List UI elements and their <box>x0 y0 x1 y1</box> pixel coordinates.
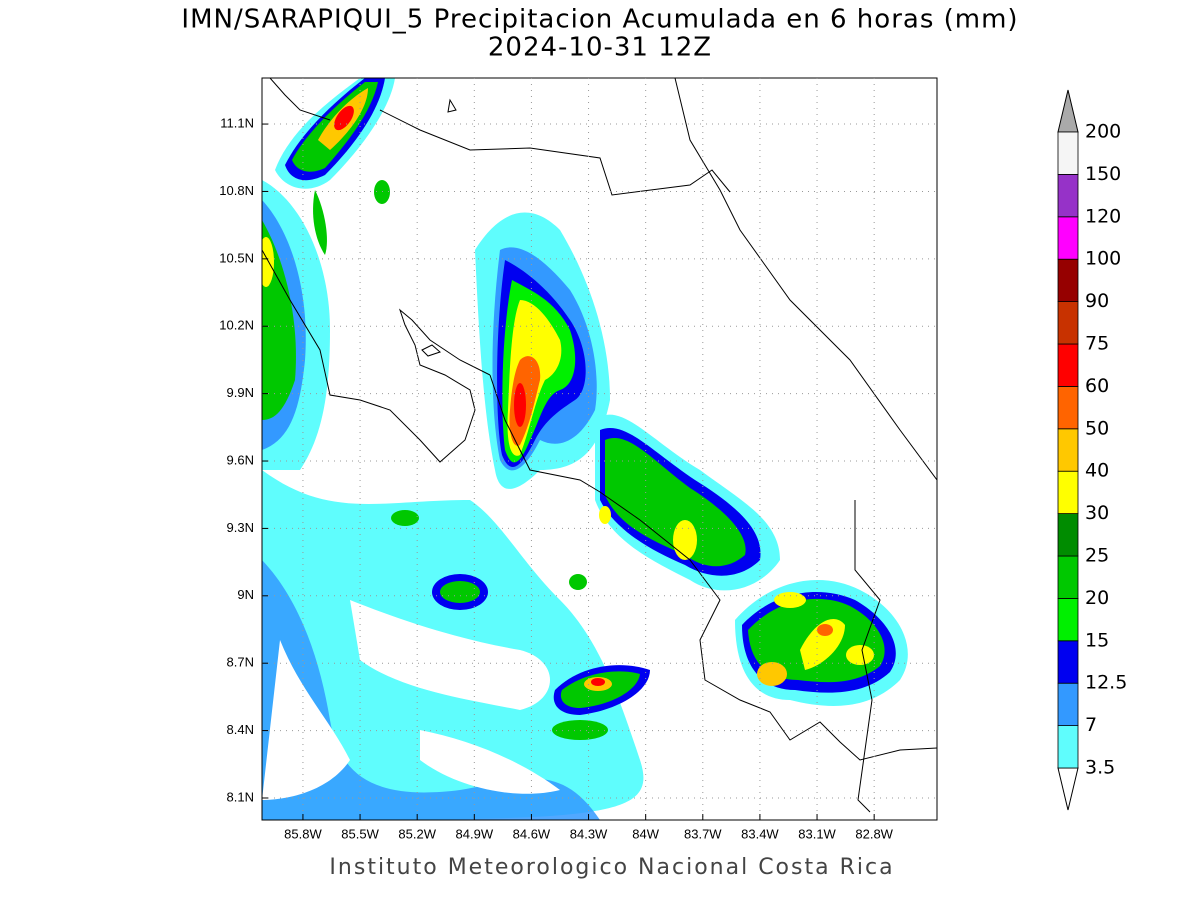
colorbar-label: 7 <box>1085 714 1097 736</box>
lon-tick-label: 83.7W <box>684 826 722 841</box>
colorbar-bin <box>1057 555 1079 599</box>
lon-tick-label: 83.4W <box>741 826 779 841</box>
colorbar-label: 75 <box>1085 333 1109 355</box>
lon-tick-label: 85.5W <box>341 826 379 841</box>
lon-tick-label: 84.9W <box>456 826 494 841</box>
lat-tick-label: 9.6N <box>227 452 254 467</box>
lat-tick-label: 8.1N <box>227 789 254 804</box>
lat-tick-label: 9N <box>237 587 254 602</box>
colorbar-bin <box>1057 258 1079 303</box>
colorbar-bin <box>1057 725 1079 769</box>
lon-tick-label: 84W <box>632 826 659 841</box>
colorbar-label: 15 <box>1085 629 1109 651</box>
colorbar-label: 90 <box>1085 290 1109 312</box>
colorbar-label: 50 <box>1085 417 1109 439</box>
colorbar-bin <box>1057 470 1079 515</box>
colorbar-bin <box>1057 428 1079 472</box>
colorbar-label: 120 <box>1085 205 1121 227</box>
colorbar-label: 3.5 <box>1085 757 1115 779</box>
lon-tick-label: 82.8W <box>855 826 893 841</box>
lon-tick-label: 83.1W <box>798 826 836 841</box>
map-frame <box>261 77 938 821</box>
colorbar-bin <box>1057 598 1079 642</box>
colorbar-label: 25 <box>1085 545 1109 567</box>
lon-tick-label: 84.3W <box>570 826 608 841</box>
lat-tick-label: 9.3N <box>227 520 254 535</box>
map-subtitle: 2024-10-31 12Z <box>488 33 712 63</box>
lat-tick-label: 10.5N <box>219 250 254 265</box>
colorbar-bin <box>1057 513 1079 557</box>
colorbar-bin <box>1057 343 1079 387</box>
lon-tick-label: 84.6W <box>513 826 551 841</box>
colorbar-bin <box>1057 216 1079 260</box>
colorbar-label: 40 <box>1085 460 1109 482</box>
colorbar-label: 150 <box>1085 163 1121 185</box>
colorbar-label: 60 <box>1085 375 1109 397</box>
colorbar-bin <box>1057 682 1079 727</box>
colorbar-label: 200 <box>1085 121 1121 143</box>
colorbar-bin <box>1057 640 1079 684</box>
lat-tick-label: 10.2N <box>219 318 254 333</box>
colorbar-under <box>1057 767 1079 811</box>
lat-tick-label: 11.1N <box>220 115 254 130</box>
precip-field <box>262 78 908 820</box>
lat-tick-label: 9.9N <box>227 385 254 400</box>
lon-tick-label: 85.2W <box>398 826 436 841</box>
colorbar-over <box>1057 89 1079 133</box>
colorbar-bin <box>1057 173 1079 218</box>
colorbar-bin <box>1057 131 1079 175</box>
colorbar-label: 30 <box>1085 502 1109 524</box>
footer-credit: Instituto Meteorologico Nacional Costa R… <box>329 855 894 880</box>
colorbar-label: 12.5 <box>1085 672 1127 694</box>
map-title: IMN/SARAPIQUI_5 Precipitacion Acumulada … <box>181 5 1018 35</box>
lon-tick-label: 85.8W <box>284 826 322 841</box>
colorbar-label: 20 <box>1085 587 1109 609</box>
lat-tick-label: 8.4N <box>227 722 254 737</box>
lat-tick-label: 10.8N <box>219 183 254 198</box>
lat-tick-label: 8.7N <box>227 655 254 670</box>
colorbar-bin <box>1057 385 1079 430</box>
colorbar-bin <box>1057 301 1079 345</box>
colorbar-label: 100 <box>1085 248 1121 270</box>
